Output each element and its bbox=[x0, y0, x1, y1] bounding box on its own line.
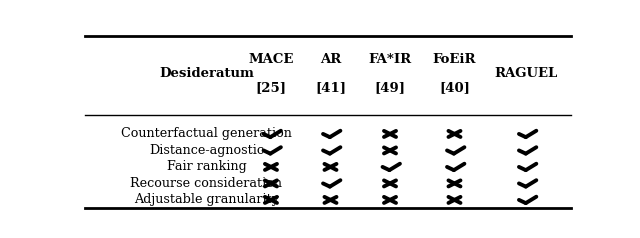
Text: [41]: [41] bbox=[315, 81, 346, 94]
Text: Recourse consideration: Recourse consideration bbox=[131, 177, 282, 190]
Text: [25]: [25] bbox=[255, 81, 287, 94]
Text: FA*IR: FA*IR bbox=[369, 53, 412, 66]
Text: Counterfactual generation: Counterfactual generation bbox=[121, 127, 292, 140]
Text: Adjustable granularity: Adjustable granularity bbox=[134, 193, 279, 206]
Text: [40]: [40] bbox=[439, 81, 470, 94]
Text: RAGUEL: RAGUEL bbox=[495, 67, 558, 80]
Text: Desideratum: Desideratum bbox=[159, 67, 254, 80]
Text: Distance-agnostic: Distance-agnostic bbox=[149, 144, 264, 157]
Text: FoEiR: FoEiR bbox=[433, 53, 476, 66]
Text: AR: AR bbox=[320, 53, 341, 66]
Text: [49]: [49] bbox=[374, 81, 406, 94]
Text: Fair ranking: Fair ranking bbox=[166, 160, 246, 174]
Text: MACE: MACE bbox=[248, 53, 294, 66]
